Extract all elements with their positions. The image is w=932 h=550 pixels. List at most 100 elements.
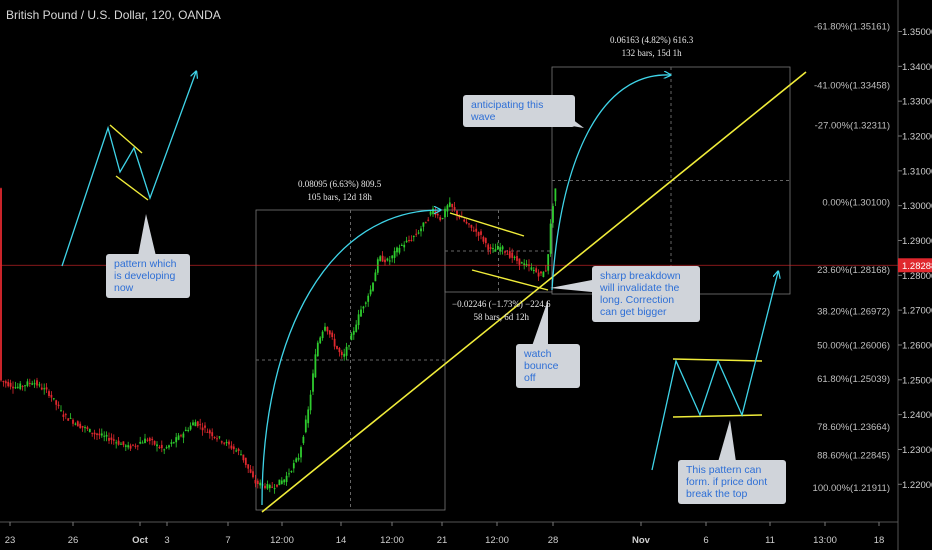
candle-body xyxy=(456,210,458,216)
candle-body xyxy=(14,387,17,389)
time-tick-label: 3 xyxy=(164,535,169,546)
time-tick-label: 6 xyxy=(703,535,708,546)
candle-body xyxy=(172,442,175,444)
wedge-bottom-line xyxy=(471,269,549,291)
candle-body xyxy=(446,205,449,212)
candle-body xyxy=(364,302,367,304)
candle-body xyxy=(55,400,58,405)
candle-body xyxy=(48,391,50,396)
candle-body xyxy=(86,427,89,429)
candle-body xyxy=(372,282,374,291)
left-pattern-top-line xyxy=(109,124,143,154)
candle-body xyxy=(396,247,398,253)
candle-body xyxy=(254,479,257,484)
candle-body xyxy=(0,188,2,381)
candle-body xyxy=(100,433,103,436)
measure-mid-line2: 105 bars, 12d 18h xyxy=(307,192,372,202)
fib-level-label: 78.60%(1.23664) xyxy=(817,422,890,433)
time-tick-label: 26 xyxy=(68,535,79,546)
candle-body xyxy=(208,430,211,434)
time-tick-label: 14 xyxy=(336,535,347,546)
candle-body xyxy=(355,324,358,332)
price-tick-label: 1.32000 xyxy=(902,131,932,142)
candle-body xyxy=(52,398,55,400)
candle-body xyxy=(309,394,312,411)
callout-pointer-developing xyxy=(138,214,156,256)
note-pattern-developing[interactable]: pattern which is developing now xyxy=(106,254,190,298)
candle-body xyxy=(362,306,365,309)
time-tick-label: 23 xyxy=(5,535,16,546)
candle-body xyxy=(216,438,218,440)
candle-body xyxy=(511,252,514,258)
candle-body xyxy=(182,433,185,438)
left-pattern-bottom-line xyxy=(115,175,149,201)
candle-body xyxy=(9,382,12,387)
time-tick-label: 28 xyxy=(548,535,559,546)
note-sharp-breakdown[interactable]: sharp breakdown will invalidate the long… xyxy=(592,266,700,322)
candle-body xyxy=(62,414,65,417)
candle-body xyxy=(165,447,168,449)
candle-body xyxy=(204,425,206,428)
note-anticipating[interactable]: anticipating this wave xyxy=(463,95,575,127)
candle-body xyxy=(96,433,98,435)
candle-body xyxy=(480,231,482,235)
candle-body xyxy=(72,419,74,424)
candle-body xyxy=(43,388,46,390)
candle-body xyxy=(300,447,302,458)
candle-body xyxy=(175,437,178,443)
candle-body xyxy=(292,463,295,469)
candle-body xyxy=(115,442,118,444)
measure-mid-line1: 0.08095 (6.63%) 809.5 xyxy=(298,179,382,189)
candle-body xyxy=(187,429,190,431)
candle-body xyxy=(21,385,24,387)
candle-body xyxy=(343,353,346,357)
candle-body xyxy=(199,424,202,426)
projected-wave-arrow xyxy=(551,75,670,291)
candle-body xyxy=(129,445,132,449)
candle-body xyxy=(252,471,254,478)
candle-body xyxy=(376,259,379,273)
note-pattern-can-form[interactable]: This pattern can form. if price dont bre… xyxy=(678,460,786,504)
candle-body xyxy=(60,410,62,412)
candle-body xyxy=(127,445,130,448)
candle-body xyxy=(424,222,427,224)
candle-body xyxy=(192,422,194,426)
candle-body xyxy=(156,444,158,447)
candle-body xyxy=(350,333,353,341)
candle-body xyxy=(33,383,36,385)
fib-level-label: 0.00%(1.30100) xyxy=(822,198,890,209)
candle-body xyxy=(379,256,382,261)
rally-arc-arrow xyxy=(261,210,440,506)
candle-body xyxy=(4,381,7,384)
candle-body xyxy=(228,441,230,445)
price-tick-label: 1.28000 xyxy=(902,271,932,282)
candle-body xyxy=(103,435,106,437)
candle-body xyxy=(124,445,127,447)
candle-body xyxy=(516,256,518,261)
candle-body xyxy=(384,259,386,263)
candle-body xyxy=(151,438,154,441)
candle-body xyxy=(268,484,271,489)
candle-body xyxy=(290,471,293,473)
candle-body xyxy=(499,247,502,252)
candle-body xyxy=(314,354,317,378)
candle-body xyxy=(88,428,91,433)
candle-body xyxy=(429,211,432,215)
time-tick-label: 11 xyxy=(765,535,775,546)
candle-body xyxy=(271,486,274,488)
candle-body xyxy=(235,450,238,452)
candle-body xyxy=(302,436,305,444)
candle-body xyxy=(45,387,48,390)
candle-body xyxy=(170,442,173,444)
candle-body xyxy=(487,244,490,250)
candle-body xyxy=(194,422,197,427)
right-pattern-top-line xyxy=(672,358,763,362)
note-watch-bounce[interactable]: watch bounce off xyxy=(516,344,580,388)
left-projection-arrow xyxy=(61,72,196,267)
candle-body xyxy=(451,203,454,208)
price-tick-label: 1.25000 xyxy=(902,375,932,386)
candle-body xyxy=(163,449,166,451)
candle-body xyxy=(232,446,235,450)
candle-body xyxy=(470,224,473,228)
